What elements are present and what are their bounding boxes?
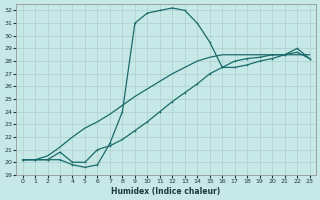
X-axis label: Humidex (Indice chaleur): Humidex (Indice chaleur): [111, 187, 221, 196]
